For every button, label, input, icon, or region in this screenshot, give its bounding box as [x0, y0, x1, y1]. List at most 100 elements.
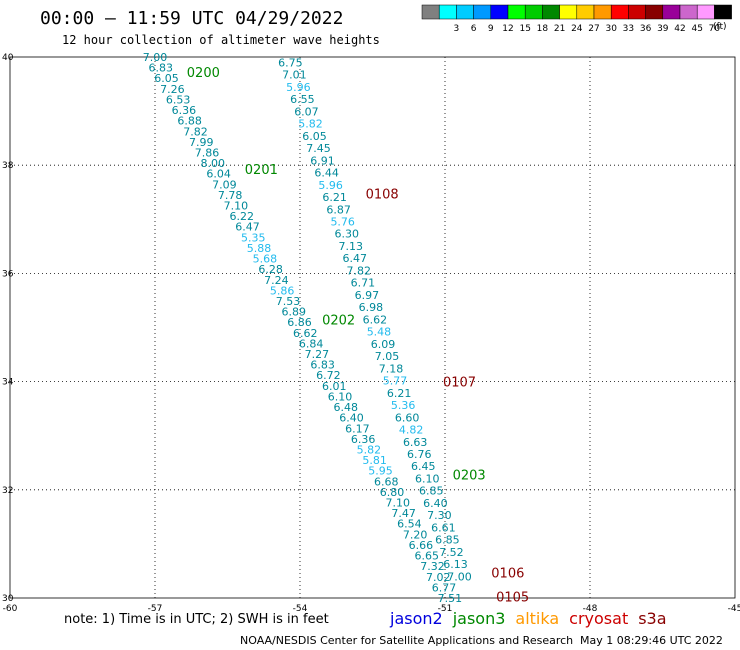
- wave-height-label: 6.86: [287, 316, 312, 329]
- wave-height-label: 6.48: [334, 401, 359, 414]
- color-scale-units: (ft): [713, 22, 727, 32]
- wave-height-label: 6.30: [334, 228, 359, 241]
- satellite-legend-altika: altika: [515, 609, 560, 628]
- wave-height-label: 6.53: [166, 93, 191, 106]
- wave-height-label: 5.35: [241, 231, 266, 244]
- wave-height-label: 7.82: [183, 125, 208, 138]
- wave-height-label: 6.84: [299, 337, 324, 350]
- pass-time-marker: 0107: [443, 376, 476, 391]
- wave-height-label: 5.77: [383, 375, 408, 388]
- pass-time-marker: 0106: [491, 567, 524, 582]
- wave-height-label: 6.36: [351, 433, 376, 446]
- wave-height-label: 6.22: [229, 210, 254, 223]
- latitude-tick-label: 32: [2, 486, 13, 496]
- wave-height-label: 7.10: [386, 497, 411, 510]
- wave-height-label: 6.72: [316, 369, 341, 382]
- wave-height-label: 6.65: [414, 550, 439, 563]
- wave-height-label: 7.10: [224, 200, 249, 213]
- wave-height-label: 6.62: [363, 313, 388, 326]
- scale-tick-label: 15: [519, 24, 530, 34]
- longitude-tick-label: -51: [438, 604, 453, 614]
- wave-height-label: 5.96: [318, 179, 343, 192]
- wave-height-label: 6.88: [177, 115, 202, 128]
- wave-height-label: 6.98: [359, 301, 384, 314]
- latitude-tick-label: 40: [2, 53, 14, 63]
- wave-height-label: 6.07: [294, 105, 319, 118]
- wave-height-label: 6.68: [374, 475, 399, 488]
- scale-tick-label: 39: [657, 24, 669, 34]
- wave-height-label: 6.40: [339, 412, 364, 425]
- wave-height-label: 5.88: [247, 242, 272, 255]
- pass-time-marker: 0202: [322, 313, 355, 328]
- wave-height-label: 6.83: [310, 359, 335, 372]
- latitude-tick-label: 34: [2, 378, 14, 388]
- pass-time-marker: 0105: [496, 590, 529, 605]
- wave-height-label: 7.53: [276, 295, 301, 308]
- wave-height-label: 6.87: [326, 203, 351, 216]
- wave-height-label: 6.66: [409, 539, 434, 552]
- wave-height-label: 6.62: [293, 327, 318, 340]
- wave-height-label: 6.40: [423, 497, 448, 510]
- wave-height-label: 7.05: [375, 350, 400, 363]
- wave-height-label: 7.01: [282, 69, 307, 82]
- pass-time-marker: 0108: [366, 187, 399, 202]
- scale-tick-label: 33: [623, 24, 634, 34]
- wave-height-label: 5.76: [330, 215, 355, 228]
- credit-text: NOAA/NESDIS Center for Satellite Applica…: [240, 634, 574, 647]
- wave-height-label: 7.27: [305, 348, 330, 361]
- wave-height-label: 6.80: [380, 486, 405, 499]
- wave-height-label: 5.86: [270, 284, 295, 297]
- wave-height-label: 6.47: [343, 252, 368, 265]
- wave-height-label: 7.20: [403, 528, 428, 541]
- scale-tick-label: 6: [471, 24, 477, 34]
- longitude-tick-label: -48: [583, 604, 598, 614]
- wave-height-label: 6.55: [290, 93, 315, 106]
- wave-height-label: 7.18: [379, 362, 404, 375]
- pass-time-marker: 0200: [187, 66, 220, 81]
- wave-height-label: 6.60: [395, 411, 420, 424]
- longitude-tick-label: -60: [3, 604, 18, 614]
- wave-height-label: 6.44: [314, 167, 339, 180]
- satellite-legend-jason2: jason2: [390, 609, 443, 628]
- wave-height-label: 4.82: [399, 424, 424, 437]
- wave-height-label: 6.05: [154, 72, 179, 85]
- wave-height-label: 6.75: [278, 56, 303, 69]
- wave-height-label: 6.85: [435, 534, 460, 547]
- wave-height-label: 6.91: [310, 154, 335, 167]
- scale-tick-label: 45: [691, 24, 702, 34]
- wave-height-label: 6.63: [403, 436, 428, 449]
- wave-height-label: 6.10: [415, 472, 440, 485]
- longitude-tick-label: -57: [148, 604, 163, 614]
- wave-height-label: 6.47: [235, 221, 260, 234]
- map-subtitle: 12 hour collection of altimeter wave hei…: [62, 33, 380, 47]
- wave-height-label: 7.02: [426, 571, 451, 584]
- wave-height-label: 7.00: [143, 51, 168, 64]
- scale-tick-label: 12: [502, 24, 513, 34]
- scale-tick-label: 30: [605, 24, 617, 34]
- wave-height-label: 6.05: [302, 130, 327, 143]
- wave-height-label: 8.00: [201, 157, 226, 170]
- satellite-legend: jason2 jason3 altika cryosat s3a: [390, 609, 677, 628]
- wave-height-label: 6.85: [419, 485, 444, 498]
- wave-height-label: 7.99: [189, 136, 214, 149]
- longitude-tick-label: -45: [728, 604, 740, 614]
- wave-height-label: 7.45: [306, 142, 331, 155]
- wave-height-label: 7.13: [339, 240, 364, 253]
- wave-height-label: 7.82: [347, 264, 372, 277]
- wave-height-label: 7.00: [447, 570, 472, 583]
- pass-time-marker: 0201: [245, 163, 278, 178]
- wave-height-label: 5.82: [298, 118, 323, 131]
- wave-height-label: 6.45: [411, 460, 436, 473]
- scale-tick-label: 27: [588, 24, 599, 34]
- scale-tick-label: 21: [554, 24, 565, 34]
- satellite-legend-s3a: s3a: [638, 609, 667, 628]
- wave-height-label: 5.48: [367, 326, 392, 339]
- footer-note: note: 1) Time is in UTC; 2) SWH is in fe…: [64, 612, 329, 627]
- wave-height-label: 6.17: [345, 422, 370, 435]
- wave-height-label: 5.82: [357, 443, 382, 456]
- color-scale-legend: 3 6 9 12 15 18 21 24 27 30 33 36 39 42 45 70: [421, 4, 732, 34]
- wave-height-label: 7.78: [218, 189, 243, 202]
- wave-height-label: 6.01: [322, 380, 347, 393]
- latitude-tick-label: 36: [2, 269, 14, 279]
